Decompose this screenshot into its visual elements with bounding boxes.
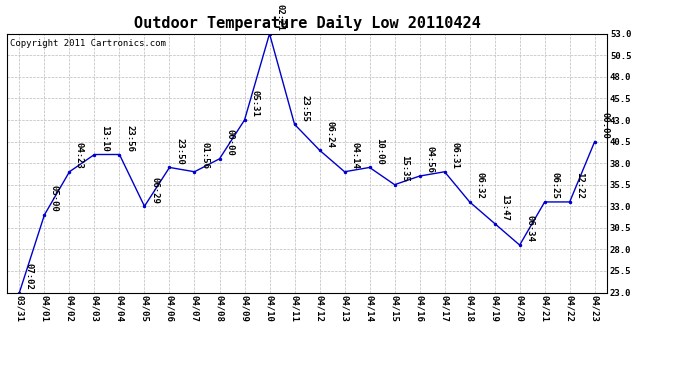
Text: 06:34: 06:34 [525,215,534,242]
Text: 10:00: 10:00 [375,138,384,165]
Text: 05:31: 05:31 [250,90,259,117]
Text: 04:23: 04:23 [75,142,84,169]
Text: 23:50: 23:50 [175,138,184,165]
Text: 04:56: 04:56 [425,146,434,173]
Text: 12:22: 12:22 [575,172,584,199]
Text: 13:10: 13:10 [100,125,109,152]
Text: 06:24: 06:24 [325,120,334,147]
Text: 00:00: 00:00 [600,112,609,139]
Text: 06:31: 06:31 [450,142,459,169]
Text: 06:32: 06:32 [475,172,484,199]
Text: 15:35: 15:35 [400,155,409,182]
Text: 07:02: 07:02 [25,263,34,290]
Text: 06:29: 06:29 [150,177,159,204]
Text: 00:00: 00:00 [225,129,234,156]
Text: 01:56: 01:56 [200,142,209,169]
Text: 23:56: 23:56 [125,125,134,152]
Text: 06:25: 06:25 [550,172,559,199]
Text: 13:47: 13:47 [500,194,509,221]
Text: 05:00: 05:00 [50,185,59,212]
Title: Outdoor Temperature Daily Low 20110424: Outdoor Temperature Daily Low 20110424 [134,15,480,31]
Text: Copyright 2011 Cartronics.com: Copyright 2011 Cartronics.com [10,39,166,48]
Text: 04:14: 04:14 [350,142,359,169]
Text: 23:55: 23:55 [300,94,309,122]
Text: 02:21: 02:21 [275,4,284,31]
